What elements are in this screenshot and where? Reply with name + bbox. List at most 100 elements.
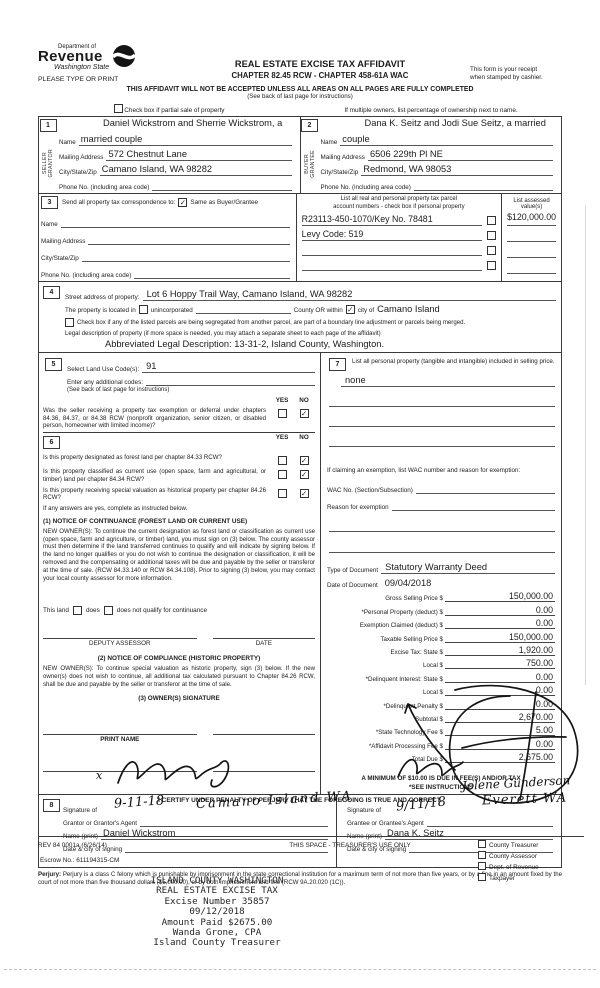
assessed-value-2[interactable] <box>507 228 556 242</box>
q6c-no-checkbox[interactable]: ✓ <box>299 488 309 498</box>
county-treasurer-checkbox[interactable] <box>478 840 486 848</box>
personal-property-blank-1[interactable] <box>329 395 555 407</box>
does-qualify-checkbox[interactable] <box>72 606 82 616</box>
street-address-field[interactable]: Lot 6 Hoppy Trail Way, Camano Island, WA… <box>142 289 556 301</box>
delinquent-penalty-value[interactable]: 0.00 <box>445 699 555 710</box>
q6a-no-checkbox[interactable]: ✓ <box>299 456 309 466</box>
deputy-assessor-signature-line[interactable] <box>43 628 197 640</box>
parcel-row-1[interactable]: R23113-450-1070/Key No. 78481 <box>301 214 483 226</box>
exemption-claimed-value[interactable]: 0.00 <box>445 618 555 630</box>
wac-no-label: WAC No. (Section/Subsection) <box>327 487 413 494</box>
personal-property-deduct-value[interactable]: 0.00 <box>445 605 555 616</box>
county-field[interactable] <box>195 304 291 314</box>
buyer-phone-field[interactable] <box>413 190 553 191</box>
personal-property-checkbox-2[interactable] <box>487 231 497 240</box>
seller-name-line2[interactable]: married couple <box>78 134 292 146</box>
corr-phone-field[interactable] <box>134 278 290 279</box>
buyer-address-field[interactable]: 6506 229th Pl NE <box>367 149 553 161</box>
taxable-selling-price-value[interactable]: 150,000.00 <box>445 632 555 643</box>
q5-yes-checkbox[interactable] <box>277 409 287 418</box>
owner-print-line-2[interactable] <box>212 761 315 772</box>
assessor-date-line[interactable] <box>212 628 315 640</box>
owner-signature-line-2[interactable] <box>212 724 315 735</box>
q6a-yes-checkbox[interactable] <box>277 456 287 466</box>
partial-sale-checkbox[interactable] <box>113 104 123 113</box>
personal-property-blank-2[interactable] <box>329 415 555 427</box>
distribution-list: County Treasurer County Assessor Dept. o… <box>478 840 539 884</box>
city-of-label: city of <box>357 307 375 314</box>
grantor-date-city-line[interactable] <box>125 852 328 854</box>
additional-codes-field[interactable] <box>145 375 315 386</box>
exemption-blank-1[interactable] <box>329 520 555 532</box>
personal-property-section: 7 List all personal property (tangible a… <box>321 353 561 794</box>
affidavit-processing-fee-value[interactable]: 0.00 <box>445 739 555 750</box>
section-number-8: 8 <box>43 799 60 813</box>
city-checkbox[interactable]: ✓ <box>345 305 355 314</box>
multiple-owners-note: If multiple owners, list percentage of o… <box>344 107 518 114</box>
county-assessor-checkbox[interactable] <box>478 851 486 859</box>
date-label: DATE <box>255 640 272 648</box>
date-of-document-field[interactable]: 09/04/2018 <box>384 578 432 588</box>
personal-property-field[interactable]: none <box>341 375 555 387</box>
section-number-5: 5 <box>45 358 62 371</box>
personal-property-blank-3[interactable] <box>329 435 555 447</box>
grantor-signature-of-label: Signature of <box>63 807 97 815</box>
corr-csz-field[interactable] <box>81 261 290 262</box>
excise-tax-local-value[interactable]: 750.00 <box>445 658 555 670</box>
q5-no-checkbox[interactable]: ✓ <box>299 409 309 418</box>
buyer-name-line2[interactable]: couple <box>340 134 553 146</box>
seller-address-field[interactable]: 572 Chestnut Lane <box>106 149 292 161</box>
q6b-no-checkbox[interactable]: ✓ <box>299 470 309 480</box>
owner-signature-line-1[interactable] <box>43 724 197 735</box>
parcel-row-3[interactable] <box>301 255 483 256</box>
taxpayer-checkbox[interactable] <box>478 873 486 881</box>
distribution-county-treasurer: County Treasurer <box>478 840 539 851</box>
land-use-section: 5 Select Land Use Code(s): 91 Enter any … <box>39 353 321 795</box>
parcel-row-2[interactable]: Levy Code: 519 <box>301 229 483 241</box>
same-as-buyer-checkbox[interactable]: ✓ <box>178 198 188 207</box>
buyer-csz-field[interactable]: Redmond, WA 98053 <box>361 164 553 176</box>
land-use-code-field[interactable]: 91 <box>142 361 315 373</box>
does-not-label: does not qualify for continuance <box>116 607 208 615</box>
subtotal-value[interactable]: 2,670.00 <box>445 712 555 723</box>
exemption-blank-2[interactable] <box>329 541 555 553</box>
affidavit-processing-fee-label: *Affidavit Processing Fee $ <box>368 742 443 750</box>
property-address-section: 4 Street address of property: Lot 6 Hopp… <box>39 282 561 352</box>
grantor-signature-line[interactable] <box>140 826 328 828</box>
corr-address-field[interactable] <box>88 244 290 245</box>
assessed-header: List assessed value(s) <box>513 198 550 210</box>
unincorporated-checkbox[interactable] <box>138 305 148 314</box>
grantee-signature-line[interactable] <box>426 826 553 828</box>
reason-exemption-field[interactable] <box>391 510 555 511</box>
grantee-print-name-field[interactable]: Dana K. Seitz <box>385 828 553 841</box>
state-technology-fee-value[interactable]: 5.00 <box>445 725 555 737</box>
segregated-label: Check box if any of the listed parcels a… <box>77 319 466 326</box>
total-due-value[interactable]: 2,675.00 <box>445 752 555 764</box>
wac-no-field[interactable] <box>415 493 555 494</box>
q6c-yes-checkbox[interactable] <box>277 488 287 498</box>
corr-name-field[interactable] <box>60 227 290 228</box>
delinquent-interest-local-value[interactable]: 0.00 <box>445 685 555 697</box>
seller-csz-field[interactable]: Camano Island, WA 98282 <box>99 164 292 176</box>
parcel-row-4[interactable] <box>301 270 483 271</box>
personal-property-checkbox-4[interactable] <box>487 261 497 270</box>
grantee-date-city-label: Date & city of signing <box>347 846 407 854</box>
assessed-value-1[interactable]: $120,000.00 <box>507 212 556 226</box>
personal-property-checkbox-1[interactable] <box>487 216 497 225</box>
personal-property-checkbox-3[interactable] <box>487 246 497 255</box>
owner-print-line-1[interactable] <box>43 761 197 772</box>
does-not-qualify-checkbox[interactable] <box>103 606 113 616</box>
legal-description-value[interactable]: Abbreviated Legal Description: 13-31-2, … <box>105 339 385 349</box>
seller-phone-field[interactable] <box>152 190 292 191</box>
grantor-print-name-field[interactable]: Daniel Wickstrom <box>101 828 328 841</box>
assessed-value-4[interactable] <box>507 260 556 274</box>
type-of-document-field[interactable]: Statutory Warranty Deed <box>381 562 555 574</box>
dept-revenue-checkbox[interactable] <box>478 862 486 870</box>
excise-tax-state-value[interactable]: 1,920.00 <box>445 645 555 656</box>
delinquent-interest-state-value[interactable]: 0.00 <box>445 672 555 683</box>
gross-selling-price-value[interactable]: 150,000.00 <box>445 591 555 603</box>
city-field[interactable]: Camano Island <box>377 304 440 314</box>
q6b-yes-checkbox[interactable] <box>277 470 287 480</box>
assessed-value-3[interactable] <box>507 244 556 258</box>
segregated-checkbox[interactable] <box>65 318 74 327</box>
